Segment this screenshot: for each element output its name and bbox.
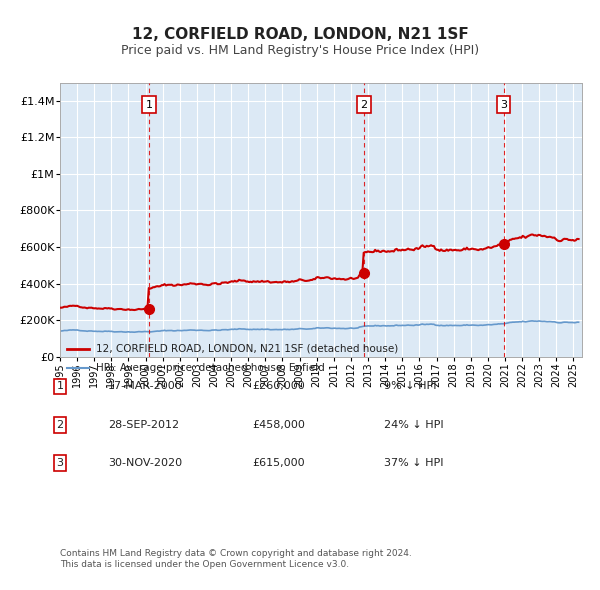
Text: HPI: Average price, detached house, Enfield: HPI: Average price, detached house, Enfi… xyxy=(96,363,325,373)
Text: £260,000: £260,000 xyxy=(252,382,305,391)
Text: 28-SEP-2012: 28-SEP-2012 xyxy=(108,420,179,430)
Text: 3: 3 xyxy=(56,458,64,468)
Text: 12, CORFIELD ROAD, LONDON, N21 1SF (detached house): 12, CORFIELD ROAD, LONDON, N21 1SF (deta… xyxy=(96,344,398,353)
Text: 2: 2 xyxy=(56,420,64,430)
Text: £615,000: £615,000 xyxy=(252,458,305,468)
Text: 12, CORFIELD ROAD, LONDON, N21 1SF: 12, CORFIELD ROAD, LONDON, N21 1SF xyxy=(131,27,469,41)
Text: 3: 3 xyxy=(500,100,507,110)
Text: Contains HM Land Registry data © Crown copyright and database right 2024.
This d: Contains HM Land Registry data © Crown c… xyxy=(60,549,412,569)
Text: Price paid vs. HM Land Registry's House Price Index (HPI): Price paid vs. HM Land Registry's House … xyxy=(121,44,479,57)
Text: 2: 2 xyxy=(360,100,367,110)
Text: £458,000: £458,000 xyxy=(252,420,305,430)
Text: 9% ↓ HPI: 9% ↓ HPI xyxy=(384,382,437,391)
Text: 30-NOV-2020: 30-NOV-2020 xyxy=(108,458,182,468)
Text: 17-MAR-2000: 17-MAR-2000 xyxy=(108,382,183,391)
Text: 24% ↓ HPI: 24% ↓ HPI xyxy=(384,420,443,430)
Text: 37% ↓ HPI: 37% ↓ HPI xyxy=(384,458,443,468)
Text: 1: 1 xyxy=(56,382,64,391)
Text: 1: 1 xyxy=(146,100,152,110)
